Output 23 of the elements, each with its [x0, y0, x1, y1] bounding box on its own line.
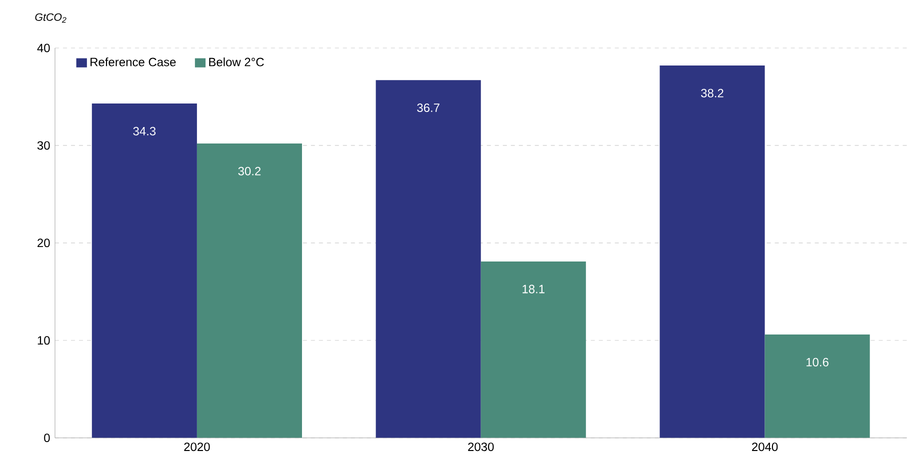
y-tick-label: 40 [37, 44, 50, 52]
y-axis-title: GtCO$_{2}$ [35, 13, 66, 23]
data-label: 34.3 [133, 126, 156, 136]
y-tick-label: 10 [38, 336, 50, 345]
data-label: 36.7 [417, 104, 440, 112]
legend-label: Below 2°C [209, 58, 264, 66]
bar [92, 104, 197, 438]
x-tick-label: 2020 [184, 442, 210, 452]
legend-label: Reference Case [90, 58, 176, 66]
data-label: 38.2 [701, 88, 724, 98]
bar [480, 262, 586, 438]
y-tick-label: 20 [38, 238, 50, 248]
data-label: 30.2 [238, 166, 261, 176]
bar [376, 80, 481, 438]
x-tick-label: 2030 [468, 442, 494, 452]
bar [196, 144, 302, 438]
x-tick-label: 2040 [752, 442, 778, 452]
y-tick-label: 0 [44, 434, 50, 442]
data-label: 18.1 [522, 284, 544, 294]
data-label: 10.6 [806, 358, 828, 366]
bar [764, 334, 870, 438]
y-tick-label: 30 [37, 141, 50, 150]
bar [660, 66, 765, 438]
